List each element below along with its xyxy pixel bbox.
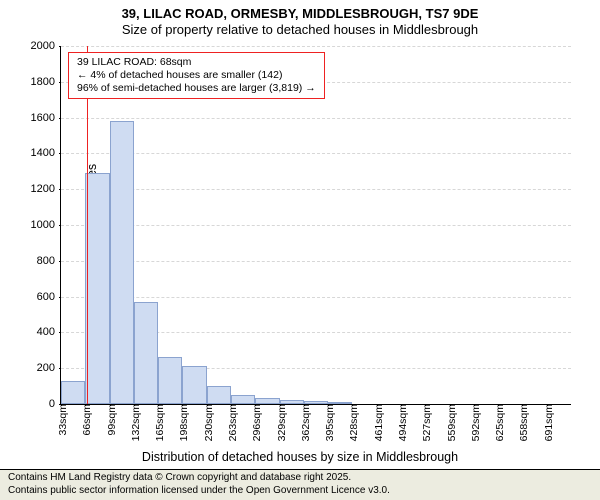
gridline: [61, 225, 571, 226]
y-tick-label: 200: [37, 362, 61, 374]
footer: Contains HM Land Registry data © Crown c…: [0, 469, 600, 500]
x-tick-label: 33sqm: [55, 404, 69, 436]
y-tick-label: 600: [37, 291, 61, 303]
y-tick-label: 1600: [31, 112, 61, 124]
histogram-bar: [110, 121, 134, 404]
histogram-bar: [134, 302, 158, 404]
x-tick-label: 625sqm: [492, 404, 506, 441]
x-tick-label: 658sqm: [516, 404, 530, 441]
annotation-box: 39 LILAC ROAD: 68sqm ← 4% of detached ho…: [68, 52, 325, 99]
chart-plot-area: 020040060080010001200140016001800200033s…: [60, 46, 571, 405]
x-tick-label: 395sqm: [322, 404, 336, 441]
x-tick-label: 132sqm: [128, 404, 142, 441]
x-tick-label: 263sqm: [225, 404, 239, 441]
title-line2: Size of property relative to detached ho…: [0, 22, 600, 38]
histogram-bar: [61, 381, 85, 404]
x-tick-label: 494sqm: [395, 404, 409, 441]
marker-line: [87, 46, 88, 404]
title-line1: 39, LILAC ROAD, ORMESBY, MIDDLESBROUGH, …: [0, 6, 600, 22]
histogram-bar: [182, 366, 206, 404]
y-tick-label: 1200: [31, 183, 61, 195]
x-axis-label: Distribution of detached houses by size …: [0, 450, 600, 464]
x-tick-label: 66sqm: [79, 404, 93, 436]
x-tick-label: 165sqm: [152, 404, 166, 441]
x-tick-label: 461sqm: [371, 404, 385, 441]
gridline: [61, 297, 571, 298]
gridline: [61, 189, 571, 190]
gridline: [61, 153, 571, 154]
annotation-larger: 96% of semi-detached houses are larger (…: [77, 82, 316, 95]
histogram-bar: [158, 357, 182, 404]
x-tick-label: 230sqm: [201, 404, 215, 441]
gridline: [61, 46, 571, 47]
footer-line1: Contains HM Land Registry data © Crown c…: [8, 472, 592, 485]
y-tick-label: 1800: [31, 76, 61, 88]
x-tick-label: 329sqm: [274, 404, 288, 441]
y-tick-label: 2000: [31, 40, 61, 52]
y-tick-label: 1000: [31, 219, 61, 231]
x-tick-label: 362sqm: [298, 404, 312, 441]
y-tick-label: 1400: [31, 147, 61, 159]
footer-line2: Contains public sector information licen…: [8, 485, 592, 498]
histogram-bar: [85, 173, 109, 404]
chart-container: 39, LILAC ROAD, ORMESBY, MIDDLESBROUGH, …: [0, 0, 600, 500]
title-block: 39, LILAC ROAD, ORMESBY, MIDDLESBROUGH, …: [0, 0, 600, 39]
histogram-bar: [231, 395, 255, 404]
x-tick-label: 527sqm: [419, 404, 433, 441]
x-tick-label: 198sqm: [176, 404, 190, 441]
x-tick-label: 592sqm: [468, 404, 482, 441]
y-tick-label: 800: [37, 255, 61, 267]
x-tick-label: 559sqm: [444, 404, 458, 441]
x-tick-label: 296sqm: [249, 404, 263, 441]
y-tick-label: 400: [37, 326, 61, 338]
gridline: [61, 261, 571, 262]
annotation-title: 39 LILAC ROAD: 68sqm: [77, 56, 316, 69]
x-tick-label: 691sqm: [541, 404, 555, 441]
annotation-smaller: ← 4% of detached houses are smaller (142…: [77, 69, 316, 82]
x-tick-label: 99sqm: [104, 404, 118, 436]
x-tick-label: 428sqm: [346, 404, 360, 441]
histogram-bar: [207, 386, 231, 404]
gridline: [61, 118, 571, 119]
